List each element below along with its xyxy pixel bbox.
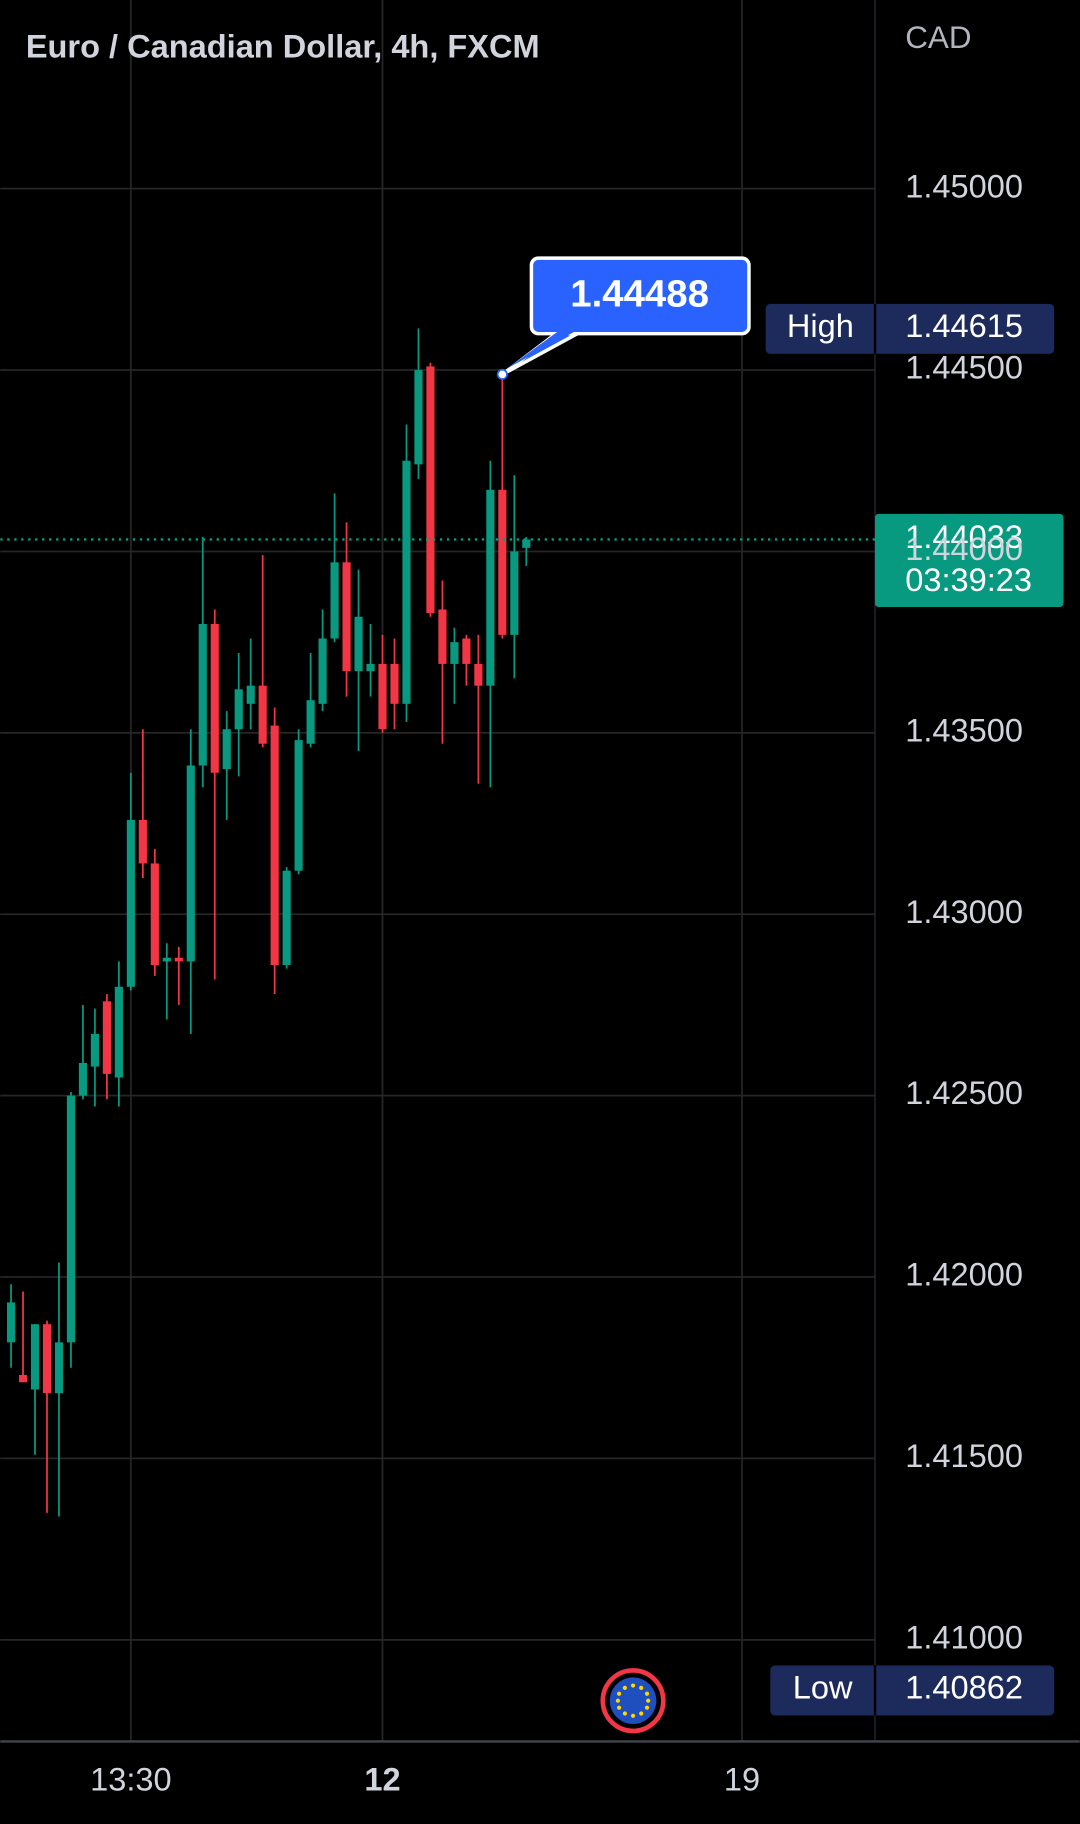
candle-body (390, 663, 399, 704)
candle-body (18, 1374, 28, 1383)
candle-body (42, 1324, 52, 1394)
candle-body (186, 765, 195, 962)
candle-body (438, 609, 447, 664)
candle-body (522, 539, 531, 548)
overlay: 1.44033 03:39:23 High 1.44615 Low 1.40862 1.44… (0, 256, 1064, 1716)
chart-title: Euro / Canadian Dollar, 4h, FXCM (26, 28, 540, 64)
candle-body (330, 562, 339, 639)
y-tick-label: 1.42000 (905, 1257, 1023, 1293)
candle-body (174, 957, 183, 962)
candle-body (282, 870, 291, 966)
y-tick-label: 1.43000 (905, 894, 1023, 930)
candle-body (366, 663, 375, 672)
y-tick-label: 1.44000 (905, 531, 1023, 567)
high-marker-name: High (787, 308, 854, 344)
candle-body (402, 460, 411, 704)
candle-body (198, 624, 207, 766)
candle-body (414, 370, 423, 465)
candle-body (486, 489, 495, 686)
x-tick-label: 19 (724, 1762, 760, 1798)
x-tick-label: 13:30 (90, 1762, 172, 1798)
currency-label: CAD (905, 20, 971, 55)
candle-body (162, 957, 171, 962)
candle-body (426, 366, 435, 614)
y-tick-label: 1.41500 (905, 1438, 1023, 1474)
candle-body (102, 1001, 111, 1074)
candle-body (138, 819, 147, 864)
candles (6, 328, 531, 1517)
candle-body (54, 1342, 64, 1394)
last-price-label: 1.44033 (905, 519, 1023, 555)
candle-body (258, 685, 267, 744)
candle-body (78, 1062, 88, 1096)
candle-body (354, 616, 363, 672)
callout-label: 1.44488 (570, 273, 709, 316)
y-tick-label: 1.42500 (905, 1075, 1023, 1111)
candle-body (234, 689, 243, 730)
candle-body (318, 638, 327, 704)
candle-body (450, 642, 459, 664)
candle-body (210, 624, 219, 773)
low-marker-box (770, 1665, 1055, 1716)
candle-body (222, 729, 231, 770)
y-tick-label: 1.45000 (905, 168, 1023, 204)
callout-box (529, 256, 751, 336)
candle-body (342, 562, 351, 672)
candle-body (306, 700, 315, 744)
y-tick-label: 1.41000 (905, 1619, 1023, 1655)
candle-body (66, 1095, 76, 1343)
last-price-box (875, 513, 1064, 607)
candle-body (510, 551, 519, 635)
y-tick-label: 1.43500 (905, 712, 1023, 748)
candle-body (294, 740, 303, 871)
x-tick-label: 12 (364, 1762, 400, 1798)
candle-body (378, 663, 387, 730)
candle-body (126, 819, 135, 987)
candle-body (474, 663, 483, 686)
y-tick-label: 1.44500 (905, 350, 1023, 386)
candle-body (462, 638, 471, 664)
candle-body (498, 489, 507, 635)
candle-body (30, 1324, 40, 1390)
callout-anchor (496, 368, 508, 380)
candle-body (6, 1302, 16, 1343)
candle-body (150, 863, 159, 966)
candle-body (246, 685, 255, 704)
candle-body (270, 725, 279, 966)
candle-body (90, 1033, 99, 1067)
low-marker-value: 1.40862 (905, 1670, 1023, 1706)
low-marker-name: Low (793, 1670, 853, 1706)
high-marker-value: 1.44615 (905, 308, 1023, 344)
high-marker-box (765, 303, 1055, 354)
candle-body (114, 986, 123, 1078)
countdown-label: 03:39:23 (905, 562, 1032, 598)
euro-flag-icon (600, 1668, 666, 1734)
